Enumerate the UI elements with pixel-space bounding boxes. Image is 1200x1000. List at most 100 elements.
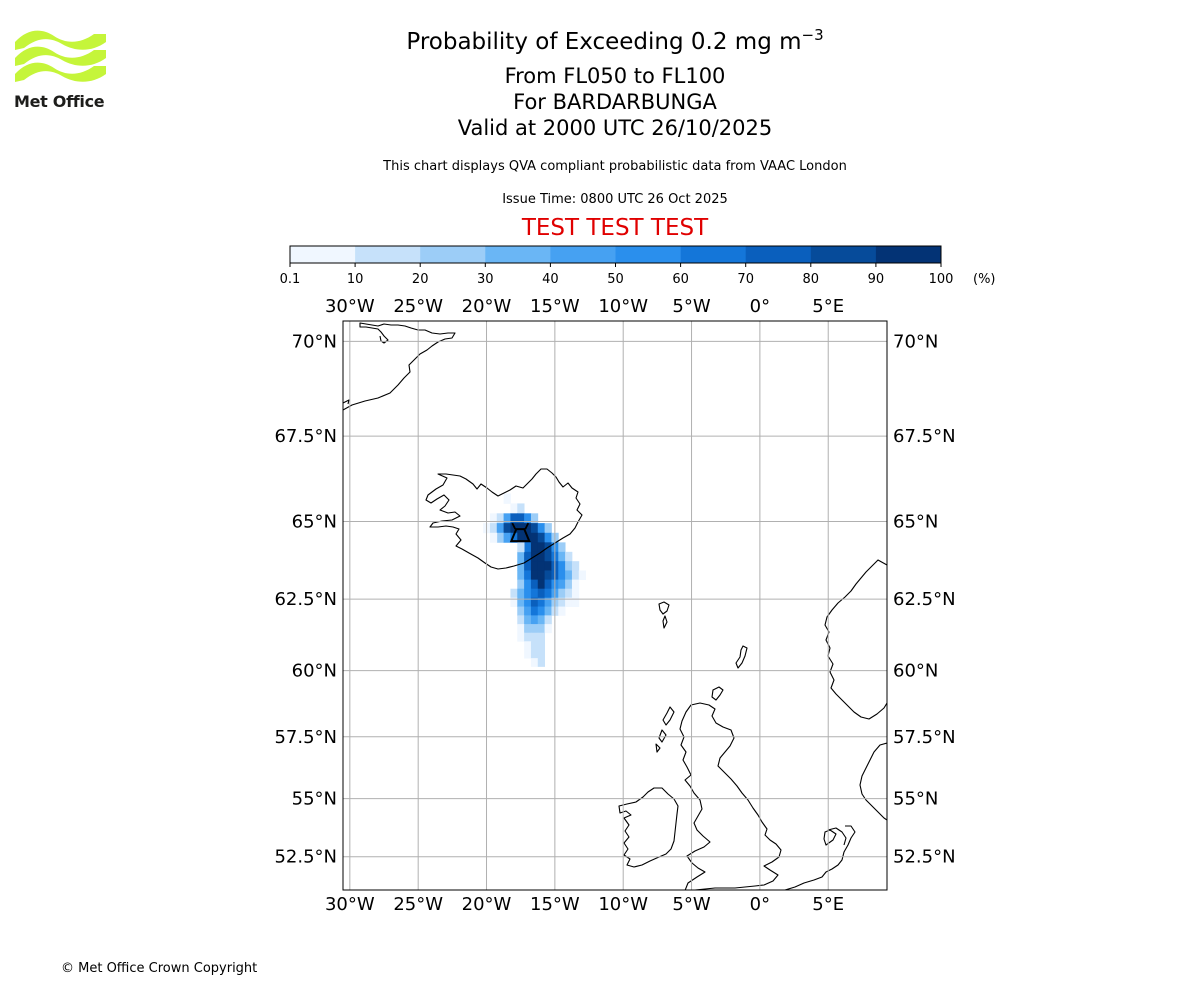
plume-cell xyxy=(510,513,518,524)
plume-cell xyxy=(517,542,525,553)
lat-label-left: 62.5°N xyxy=(274,589,337,610)
lon-label-bottom: 20°W xyxy=(462,894,512,915)
colorbar-tick-label: 80 xyxy=(803,272,820,287)
plume-cell xyxy=(489,523,498,534)
colorbar-segment xyxy=(745,246,812,263)
ireland-coast xyxy=(618,787,679,868)
plume-cell xyxy=(537,632,546,642)
plume-cell xyxy=(530,561,539,571)
plume-cell xyxy=(544,615,552,625)
plume-cell xyxy=(530,570,539,581)
plume-cell xyxy=(517,615,525,625)
plume-cell xyxy=(558,551,566,562)
plume-cell xyxy=(558,542,566,553)
map-gridlines xyxy=(343,321,887,890)
issue-time: Issue Time: 0800 UTC 26 Oct 2025 xyxy=(502,192,728,207)
plume-cell xyxy=(530,588,539,599)
plume-cell xyxy=(565,570,573,581)
coastlines xyxy=(343,322,887,890)
colorbar-segment xyxy=(875,246,942,263)
plume-cell xyxy=(537,532,546,543)
plume-cell xyxy=(537,597,546,607)
plume-cell xyxy=(524,513,532,524)
plume-cell xyxy=(510,597,518,607)
colorbar-segment xyxy=(355,246,421,263)
plume-cell xyxy=(517,624,525,634)
volcano-name: For BARDARBUNGA xyxy=(513,90,717,114)
denmark-coast xyxy=(859,742,887,821)
plume-cell xyxy=(537,624,546,634)
plume-cell xyxy=(489,513,498,524)
volcano-plume-stroke xyxy=(524,522,530,530)
lat-label-left: 57.5°N xyxy=(274,727,337,748)
probability-colorbar: 0.1 10 20 30 40 50 60 70 80 90 100 xyxy=(280,245,954,287)
volcano-plume-stroke xyxy=(511,522,517,530)
met-office-logo xyxy=(15,30,106,82)
lat-label-right: 55°N xyxy=(893,789,938,810)
plume-cell xyxy=(530,523,539,534)
lat-label-right: 52.5°N xyxy=(893,847,956,868)
map-background xyxy=(343,321,887,890)
plume-cell xyxy=(537,523,546,534)
plume-cell xyxy=(571,597,580,607)
plume-cell xyxy=(517,561,525,571)
plume-cell xyxy=(517,597,525,607)
plume-cell xyxy=(517,606,525,616)
plume-cell xyxy=(544,597,552,607)
plume-cell xyxy=(530,532,539,543)
lon-label-top: 25°W xyxy=(393,296,443,317)
plume-cell xyxy=(537,588,546,599)
lat-label-right: 57.5°N xyxy=(893,727,956,748)
germany-coast xyxy=(827,827,847,846)
plume-cell xyxy=(496,513,505,524)
plume-cell xyxy=(510,532,518,543)
plume-cell xyxy=(503,523,511,534)
plume-cell xyxy=(530,641,539,651)
plume-cell xyxy=(537,649,546,659)
plume-cell xyxy=(503,532,511,543)
colorbar-tick-label: 10 xyxy=(347,272,364,287)
longitude-labels-top: 30°W 25°W 20°W 15°W 10°W 5°W 0° 5°E xyxy=(325,296,844,317)
lon-label-bottom: 25°W xyxy=(393,894,443,915)
plume-cell xyxy=(530,649,539,659)
plume-cell xyxy=(503,493,511,504)
lon-label-bottom: 5°W xyxy=(672,894,710,915)
lat-label-left: 60°N xyxy=(292,661,337,682)
shetland-coast xyxy=(735,645,748,669)
lon-label-top: 20°W xyxy=(462,296,512,317)
latitude-labels-right: 70°N 67.5°N 65°N 62.5°N 60°N 57.5°N 55°N 52.5°N xyxy=(893,331,956,867)
plume-cell xyxy=(558,579,566,590)
plume-cell xyxy=(571,561,580,571)
colorbar-segment xyxy=(290,246,356,263)
plume-cell xyxy=(544,606,552,616)
plume-cell xyxy=(489,532,498,543)
copyright-notice: © Met Office Crown Copyright xyxy=(61,961,258,976)
volcano-cone xyxy=(509,528,531,543)
plume-cell xyxy=(558,606,566,616)
lat-label-left: 70°N xyxy=(292,331,337,352)
lon-label-top: 10°W xyxy=(598,296,648,317)
plume-cell xyxy=(517,570,525,581)
colorbar-segment xyxy=(485,246,551,263)
volcano-icon xyxy=(509,522,531,543)
plume-cell xyxy=(530,606,539,616)
plume-cell xyxy=(517,513,525,524)
chart-title: Probability of Exceeding 0.2 mg m−3 xyxy=(0,27,1200,57)
plume-cell xyxy=(517,632,525,642)
plume-cell xyxy=(544,551,552,562)
colorbar-segment xyxy=(680,246,746,263)
lon-label-bottom: 30°W xyxy=(325,894,375,915)
plume-cell xyxy=(565,588,573,599)
valid-time: Valid at 2000 UTC 26/10/2025 xyxy=(457,116,773,140)
plume-cell xyxy=(558,597,566,607)
plume-cell xyxy=(544,570,552,581)
plume-cell xyxy=(503,513,511,524)
plume-cell xyxy=(524,551,532,562)
plume-cell xyxy=(524,570,532,581)
colorbar-tick-label: 100 xyxy=(929,272,954,287)
plume-cell xyxy=(544,532,552,543)
plume-cell xyxy=(544,579,552,590)
colorbar-segment xyxy=(420,246,486,263)
logo-text: Met Office xyxy=(14,92,105,111)
